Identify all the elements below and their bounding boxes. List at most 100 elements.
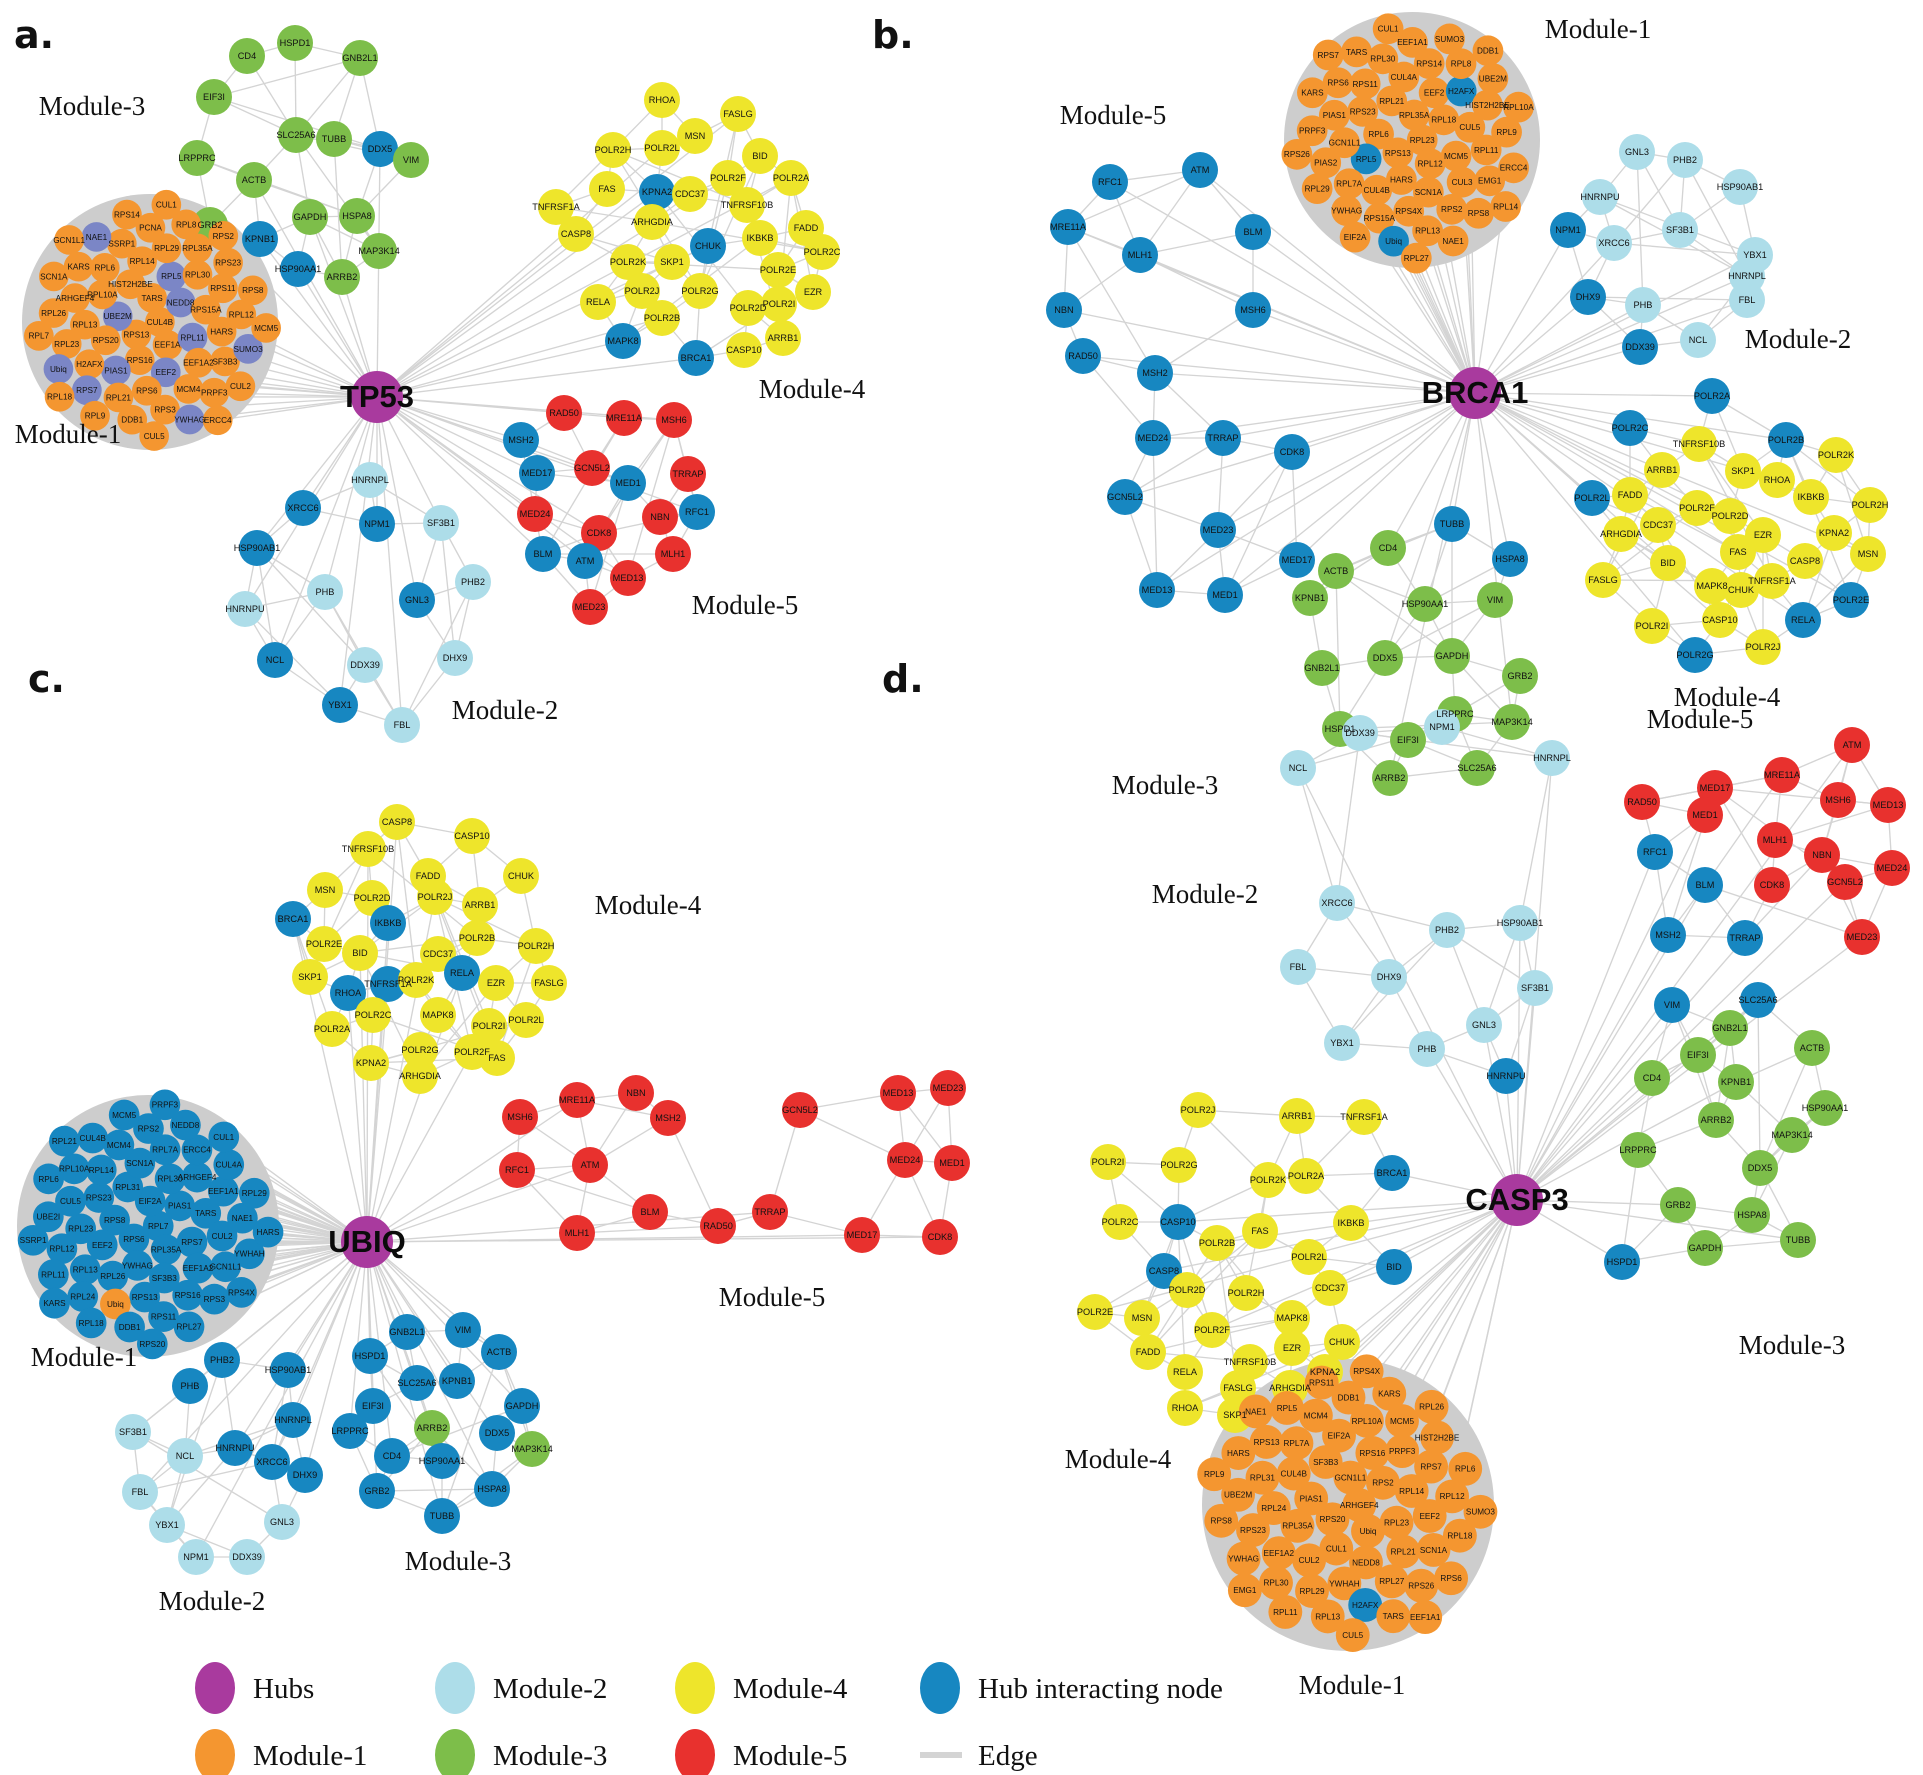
node-b-KPNA2 xyxy=(1816,515,1852,551)
node-d-RPS16 xyxy=(1355,1436,1390,1470)
node-label-d-HIST2H2BE: HIST2H2BE xyxy=(1415,1433,1460,1442)
node-b-RPS23 xyxy=(1347,96,1379,127)
node-b-HSPA8 xyxy=(1492,541,1528,577)
node-c-CHUK xyxy=(503,858,539,894)
node-label-d-LRPPRC: LRPPRC xyxy=(1619,1145,1657,1155)
node-label-c-KPNA2: KPNA2 xyxy=(356,1058,386,1068)
node-b-POLR2D xyxy=(1712,498,1748,534)
node-label-d-YWHAH: YWHAH xyxy=(1329,1579,1360,1588)
node-c-HSP90AA1 xyxy=(424,1443,460,1479)
node-c-EIF3I xyxy=(355,1388,391,1424)
node-b-FBL xyxy=(1729,282,1765,318)
node-label-a-ARRB2: ARRB2 xyxy=(327,272,358,282)
edge xyxy=(1297,767,1518,1201)
node-d-H2AFX xyxy=(1348,1588,1383,1622)
node-c-EEF1A1 xyxy=(207,1175,239,1207)
node-label-d-RPL13: RPL13 xyxy=(1315,1612,1340,1621)
node-label-a-RPL23: RPL23 xyxy=(54,340,79,349)
node-c-MED1 xyxy=(934,1145,970,1181)
node-label-b-NAE1: NAE1 xyxy=(1442,237,1464,246)
edge xyxy=(1774,804,1889,841)
node-label-c-HSPA8: HSPA8 xyxy=(477,1484,506,1494)
node-label-b-RPL14: RPL14 xyxy=(1493,202,1518,211)
legend-item-Hub interacting node: Hub interacting node xyxy=(920,1662,1223,1714)
node-c-RPL7 xyxy=(142,1210,174,1242)
node-label-c-RPS16: RPS16 xyxy=(175,1291,201,1300)
node-label-a-SF3B1: SF3B1 xyxy=(427,518,455,528)
node-d-HNRNPL xyxy=(1534,740,1570,776)
node-c-CASP10 xyxy=(454,818,490,854)
node-b-DHX9 xyxy=(1570,279,1606,315)
node-b-RPL13 xyxy=(1412,215,1443,247)
node-label-a-GNB2L1: GNB2L1 xyxy=(342,53,377,63)
node-a-CUL5 xyxy=(139,421,170,451)
node-label-c-CASP10: CASP10 xyxy=(454,831,489,841)
edge xyxy=(1297,767,1338,904)
node-label-d-CDK8: CDK8 xyxy=(1760,880,1785,890)
node-a-RPS3 xyxy=(150,394,180,425)
node-label-a-MSH2: MSH2 xyxy=(508,435,534,445)
edge xyxy=(627,261,779,271)
node-label-b-YWHAG: YWHAG xyxy=(1331,207,1362,216)
node-a-SSRP1 xyxy=(106,228,137,259)
node-label-c-SLC25A6: SLC25A6 xyxy=(397,1378,436,1388)
edge xyxy=(366,1099,578,1243)
node-label-a-SF3B3: SF3B3 xyxy=(212,357,237,366)
edge xyxy=(339,396,378,706)
node-c-SF3B1 xyxy=(115,1414,151,1450)
node-label-c-TARS: TARS xyxy=(195,1209,217,1218)
node-label-c-RPL23: RPL23 xyxy=(68,1225,93,1234)
node-a-UBE2M xyxy=(102,301,133,332)
node-label-c-RPL24: RPL24 xyxy=(70,1292,95,1301)
node-label-a-RPL26: RPL26 xyxy=(41,309,66,318)
node-d-BID xyxy=(1376,1249,1412,1285)
node-d-RPL26 xyxy=(1414,1389,1449,1424)
node-b-CASP8 xyxy=(1787,543,1823,579)
node-label-b-RPL18: RPL18 xyxy=(1431,116,1456,125)
node-label-a-RPS11: RPS11 xyxy=(210,284,236,293)
edge xyxy=(376,191,658,398)
node-label-c-RPL26: RPL26 xyxy=(100,1272,125,1281)
node-label-c-BLM: BLM xyxy=(641,1207,660,1217)
edge xyxy=(1139,254,1476,394)
node-b-RPL30 xyxy=(1367,43,1399,75)
node-label-a-RPS20: RPS20 xyxy=(93,336,119,345)
node-d-EEF1A1 xyxy=(1408,1600,1443,1635)
edge xyxy=(1217,392,1476,531)
node-label-b-PRPF3: PRPF3 xyxy=(1299,127,1326,136)
node-label-c-CUL2: CUL2 xyxy=(212,1232,233,1241)
node-label-b-CUL1: CUL1 xyxy=(1378,25,1399,34)
edge xyxy=(1516,1199,1799,1241)
node-label-c-ARHGEF4: ARHGEF4 xyxy=(178,1173,217,1182)
node-b-TNFRSF10B xyxy=(1681,426,1717,462)
node-b-CUL4B xyxy=(1361,174,1393,206)
edge xyxy=(1474,346,1641,394)
edge xyxy=(1336,902,1448,931)
node-label-c-POLR2C: POLR2C xyxy=(355,1010,392,1020)
edge xyxy=(132,1241,368,1433)
node-c-ATM xyxy=(572,1147,608,1183)
node-c-RPL31 xyxy=(112,1171,144,1203)
node-a-EZR xyxy=(795,274,831,310)
node-label-a-EZR: EZR xyxy=(804,287,823,297)
node-b-IKBKB xyxy=(1793,479,1829,515)
node-label-a-RPS15A: RPS15A xyxy=(190,306,222,315)
node-label-c-MSH2: MSH2 xyxy=(655,1113,681,1123)
node-label-b-CUL4B: CUL4B xyxy=(1363,186,1390,195)
node-a-HSPA8 xyxy=(339,198,375,234)
node-label-d-RPS4X: RPS4X xyxy=(1353,1367,1380,1376)
node-label-a-SSRP1: SSRP1 xyxy=(108,240,135,249)
node-a-H2AFX xyxy=(74,349,105,380)
node-c-GAPDH xyxy=(504,1388,540,1424)
edge xyxy=(366,1241,523,1407)
node-c-DDX5 xyxy=(479,1415,515,1451)
node-label-d-BID: BID xyxy=(1386,1262,1402,1272)
node-d-POLR2K xyxy=(1250,1162,1286,1198)
node-d-SF3B3 xyxy=(1308,1445,1343,1479)
node-b-UBE2M xyxy=(1477,63,1509,94)
node-d-BLM xyxy=(1687,867,1723,903)
node-label-d-NAE1: NAE1 xyxy=(1245,1407,1267,1416)
node-c-RPS2 xyxy=(133,1113,164,1144)
node-label-d-MED17: MED17 xyxy=(1700,783,1731,793)
